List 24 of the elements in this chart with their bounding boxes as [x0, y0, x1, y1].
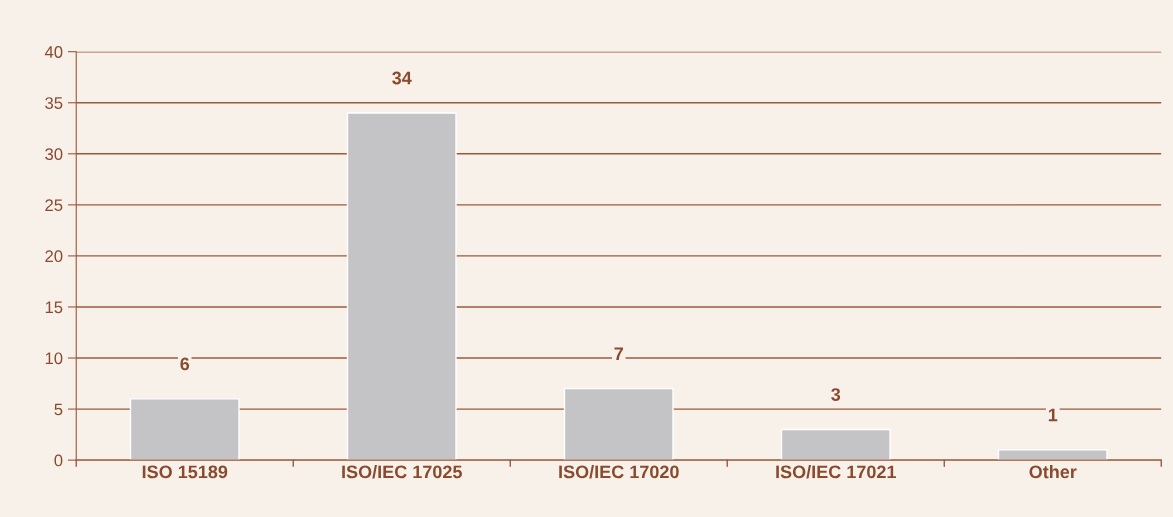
- y-tick-label: 25: [45, 199, 63, 212]
- x-tick-label: ISO 15189: [142, 465, 228, 479]
- data-label: 6: [180, 357, 190, 371]
- data-label: 3: [831, 388, 841, 401]
- y-tick-label: 40: [44, 46, 63, 58]
- bar: [346, 112, 457, 461]
- y-tick-label: 20: [45, 250, 63, 263]
- y-tick-label: 10: [45, 352, 63, 365]
- y-tick-label: 30: [45, 148, 63, 161]
- y-tick-label: 35: [45, 97, 63, 109]
- y-tick-label: 0: [54, 454, 63, 467]
- x-tick-label: ISO/IEC 17025: [342, 464, 462, 479]
- y-tick-label: 5: [54, 403, 63, 416]
- data-label: 1: [1048, 408, 1058, 422]
- x-tick-label: Other: [1029, 464, 1077, 479]
- x-tick-label: ISO/IEC 17020: [559, 464, 679, 479]
- bar: [563, 387, 674, 461]
- data-label: 7: [614, 347, 623, 360]
- bar: [780, 428, 891, 461]
- y-tick-label: 15: [45, 301, 63, 314]
- bar: [997, 449, 1108, 461]
- data-label: 34: [392, 71, 412, 85]
- bar: [129, 398, 240, 461]
- x-tick-label: ISO/IEC 17021: [776, 464, 896, 479]
